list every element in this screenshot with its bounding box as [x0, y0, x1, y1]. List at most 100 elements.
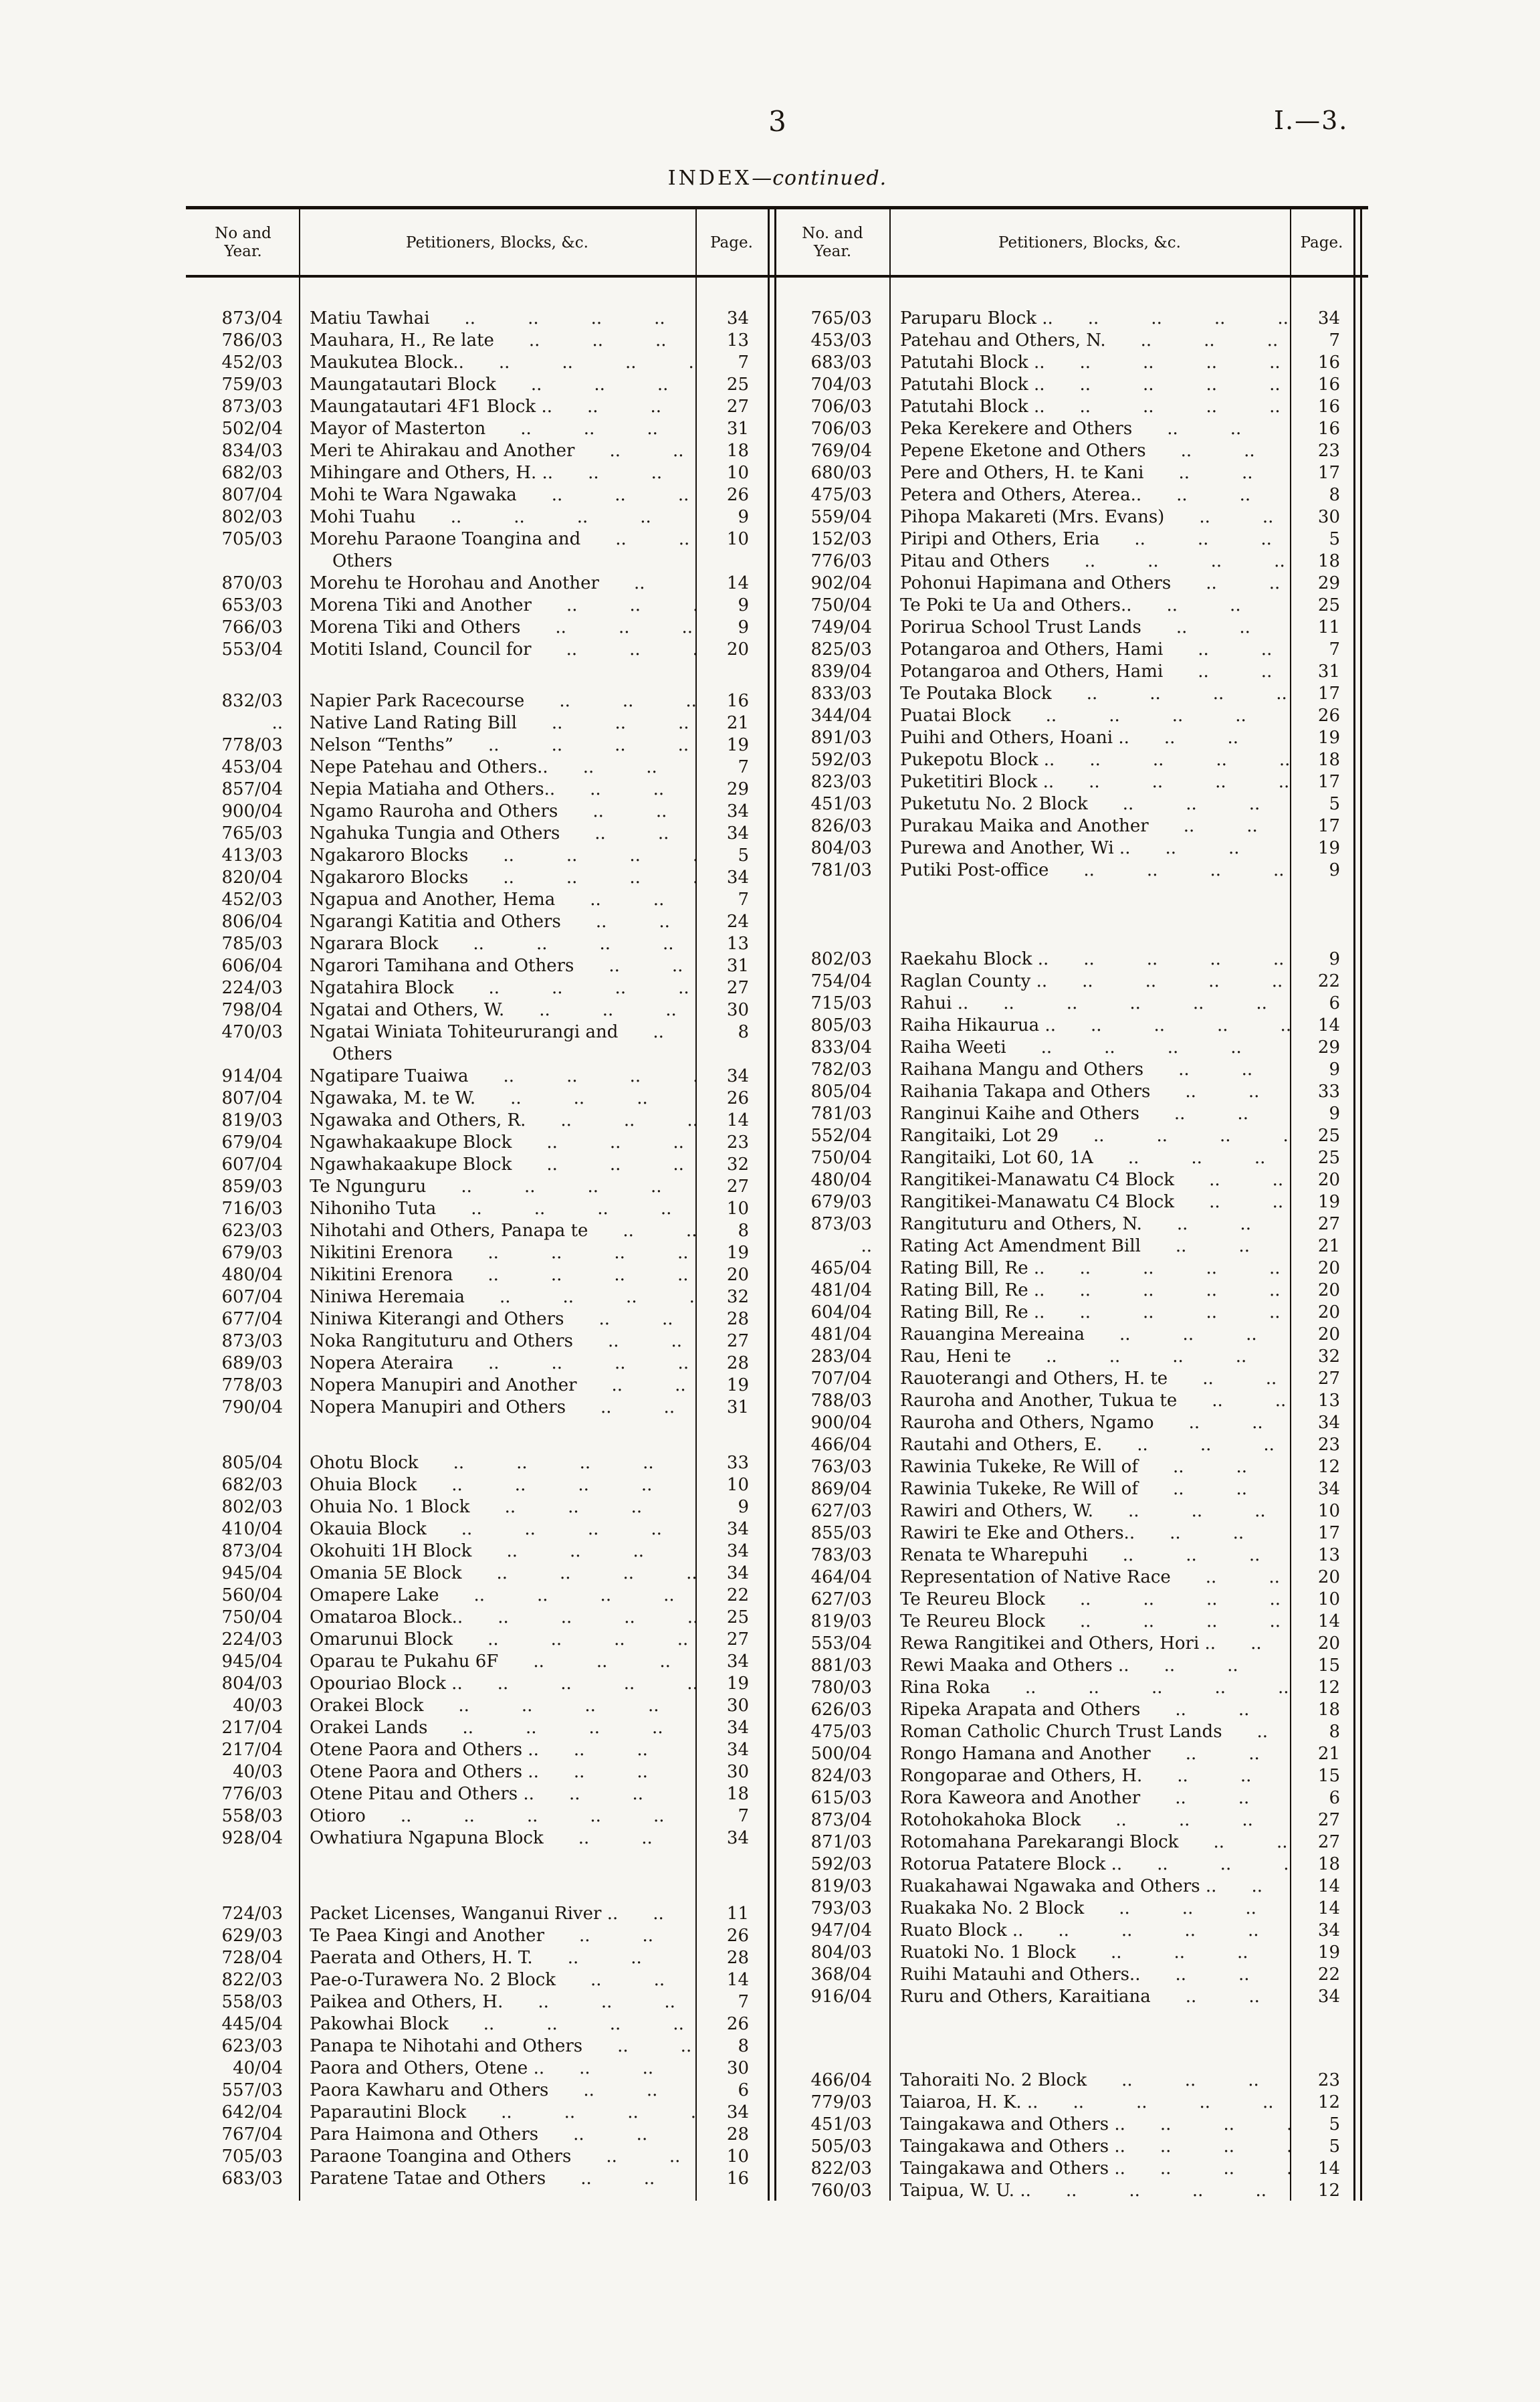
- index-entry: 806/04 Ngarangi Katitia and Others .. .. …: [187, 911, 768, 933]
- entry-page: 25: [726, 1607, 749, 1627]
- entry-petitioner: Roman Catholic Church Trust Lands .. .. …: [889, 1721, 1290, 1743]
- entry-number: 642/04: [221, 2102, 283, 2122]
- index-entry: 217/04 Otene Paora and Others .. .. .. ..…: [187, 1739, 768, 1761]
- entry-page: 17: [1317, 816, 1340, 836]
- entry-number: 445/04: [221, 2014, 283, 2034]
- entry-page: 20: [1317, 1567, 1340, 1587]
- entry-number: 759/03: [221, 375, 283, 395]
- entry-petitioner: Patutahi Block .. .. .. .. .. .. ..: [889, 352, 1290, 374]
- index-entry: 560/04 Omapere Lake .. .. .. .. .. .. 22: [187, 1585, 768, 1607]
- index-entry: 781/03 Putiki Post-office .. .. .. .. .. …: [776, 860, 1353, 882]
- dot-leader: .. .. .. .. .. ..: [473, 1585, 696, 1605]
- entry-page: 17: [1317, 684, 1340, 704]
- entry-petitioner: Ngatai and Others, W. .. .. .. .. .. ..: [299, 999, 695, 1021]
- index-entry: 557/03 Paora Kawharu and Others .. .. .. …: [187, 2080, 768, 2102]
- entry-page: 34: [1317, 1479, 1340, 1499]
- entry-petitioner: Rina Roka .. .. .. .. .. ..: [900, 1678, 1290, 1698]
- entry-page: 9: [738, 595, 749, 615]
- dot-leader: .. .. .. .. .. ..: [487, 1265, 695, 1285]
- index-entry: 802/03 Ohuia No. 1 Block .. .. .. .. .. .…: [187, 1496, 768, 1518]
- entry-page: 29: [726, 779, 749, 799]
- right-double-rule: [1353, 206, 1362, 2201]
- index-entry: 475/03 Petera and Others, Aterea.. .. .. …: [776, 484, 1353, 506]
- entry-page: 20: [1317, 1633, 1340, 1654]
- entry-petitioner: Nepia Matiaha and Others.. .. .. .. .. .…: [299, 779, 695, 801]
- entry-number: 857/04: [221, 779, 283, 799]
- index-entry: 627/03 Rawiri and Others, W. .. .. .. .. …: [776, 1500, 1353, 1522]
- dot-leader: .. .. .. .. .. ..: [487, 1629, 695, 1649]
- index-entry: 465/04 Rating Bill, Re .. .. .. .. .. .. …: [776, 1258, 1353, 1280]
- index-entry: 642/04 Paparautini Block .. .. .. .. .. .…: [187, 2102, 768, 2124]
- entry-number: 855/03: [810, 1523, 872, 1543]
- entry-page: 27: [726, 978, 749, 998]
- entry-petitioner: Omarunui Block .. .. .. .. .. ..: [299, 1629, 695, 1651]
- index-entry: 592/03 Pukepotu Block .. .. .. .. .. .. .…: [776, 749, 1353, 771]
- index-entry: 914/04 Ngatipare Tuaiwa .. .. .. .. .. ..…: [187, 1066, 768, 1088]
- entry-petitioner: Raiha Hikaurua .. .. .. .. .. .. ..: [889, 1015, 1290, 1037]
- entry-petitioner: Ngahuka Tungia and Others .. .. .. .. ..…: [299, 823, 695, 845]
- entry-number: 724/03: [221, 1904, 283, 1924]
- entry-petitioner: Raihana Mangu and Others .. .. .. .. .. …: [889, 1059, 1290, 1081]
- entry-page: 7: [738, 890, 749, 910]
- entry-page: 30: [726, 2058, 749, 2078]
- entry-number: 873/04: [221, 308, 283, 328]
- entry-page: 10: [726, 2146, 749, 2167]
- entry-page: 26: [726, 1926, 749, 1946]
- entry-number: 807/04: [221, 485, 283, 505]
- entry-petitioner: Niniwa Kiterangi and Others .. .. .. .. …: [299, 1308, 695, 1330]
- dot-leader: .. .. .. .. .. ..: [1172, 1457, 1290, 1477]
- entry-petitioner: Rewi Maaka and Others .. .. .. .. .. .. …: [889, 1655, 1290, 1677]
- index-entry: 480/04 Rangitikei-Manawatu C4 Block .. ..…: [776, 1169, 1353, 1191]
- entry-number: 779/03: [810, 2092, 872, 2112]
- entry-page: 19: [1317, 728, 1340, 748]
- entry-number: 480/04: [810, 1170, 872, 1190]
- dot-leader: .. .. .. .. .. ..: [1089, 772, 1290, 792]
- index-entry: 855/03 Rawiri te Eke and Others.. .. .. .…: [776, 1522, 1353, 1544]
- entry-page: 14: [726, 573, 749, 593]
- dot-leader: .. .. .. .. .. ..: [551, 485, 695, 505]
- entry-number: 881/03: [810, 1656, 872, 1676]
- entry-petitioner: Rangitaiki, Lot 60, 1A .. .. .. .. .. ..: [889, 1147, 1290, 1169]
- dot-leader: .. .. .. .. .. ..: [1251, 1876, 1290, 1896]
- entry-page: 18: [726, 441, 749, 461]
- entry-page: 27: [1317, 1214, 1340, 1234]
- index-entry: 833/03 Te Poutaka Block .. .. .. .. .. ..…: [776, 683, 1353, 705]
- entry-page: 25: [726, 375, 749, 395]
- index-entry: 679/04 Ngawhakaakupe Block .. .. .. .. ..…: [187, 1132, 768, 1154]
- index-entry: 900/04 Rauroha and Others, Ngamo .. .. ..…: [776, 1412, 1353, 1434]
- entry-page: 34: [1317, 308, 1340, 328]
- entry-number: 466/04: [810, 2070, 872, 2090]
- index-entry: 891/03 Puihi and Others, Hoani .. .. .. .…: [776, 727, 1353, 749]
- index-entry: 451/03 Taingakawa and Others .. .. .. .. …: [776, 2114, 1353, 2136]
- index-entry: 873/04 Matiu Tawhai .. .. .. .. .. .. 34: [187, 308, 768, 330]
- entry-petitioner: Panapa te Nihotahi and Others .. .. .. .…: [299, 2035, 695, 2058]
- dot-leader: .. .. .. .. .. ..: [1185, 1744, 1290, 1764]
- index-entry: 559/04 Pihopa Makareti (Mrs. Evans) .. ..…: [776, 506, 1353, 528]
- dot-leader: .. .. .. .. .. ..: [1165, 838, 1290, 858]
- entry-number: 452/03: [221, 353, 283, 373]
- entry-page: 27: [1317, 1369, 1340, 1389]
- column-rule: [889, 206, 891, 2201]
- dot-leader: .. .. .. .. .. ..: [595, 912, 695, 932]
- entry-petitioner: Puatai Block .. .. .. .. .. ..: [889, 705, 1290, 727]
- entry-petitioner: Ngatipare Tuaiwa .. .. .. .. .. ..: [299, 1066, 695, 1088]
- dot-leader: .. .. .. .. .. ..: [1079, 1302, 1290, 1322]
- index-entry: 769/04 Pepene Eketone and Others .. .. ..…: [776, 440, 1353, 462]
- dot-leader: .. .. .. .. .. ..: [365, 1806, 695, 1826]
- dot-leader: .. .. .. .. .. ..: [497, 1674, 695, 1694]
- entry-petitioner: Nihoniho Tuta .. .. .. .. .. ..: [299, 1198, 695, 1220]
- entry-number: 914/04: [221, 1066, 283, 1086]
- entry-number: 40/04: [233, 2058, 283, 2078]
- index-entry: 607/04 Ngawhakaakupe Block .. .. .. .. ..…: [187, 1154, 768, 1176]
- header-page-right: Page.: [1300, 233, 1343, 252]
- index-entry: 451/03 Puketutu No. 2 Block .. .. .. .. .…: [776, 793, 1353, 815]
- entry-petitioner: Te Poutaka Block .. .. .. .. .. ..: [889, 683, 1290, 705]
- entry-page: 34: [726, 1652, 749, 1672]
- entry-number: 557/03: [221, 2080, 283, 2100]
- entry-page: 19: [726, 1375, 749, 1395]
- entry-page: 24: [726, 912, 749, 932]
- entry-petitioner: Putiki Post-office .. .. .. .. .. ..: [889, 860, 1290, 882]
- index-entry: 824/03 Rongoparae and Others, H. .. .. ..…: [776, 1765, 1353, 1787]
- entry-page: 14: [1317, 1015, 1340, 1035]
